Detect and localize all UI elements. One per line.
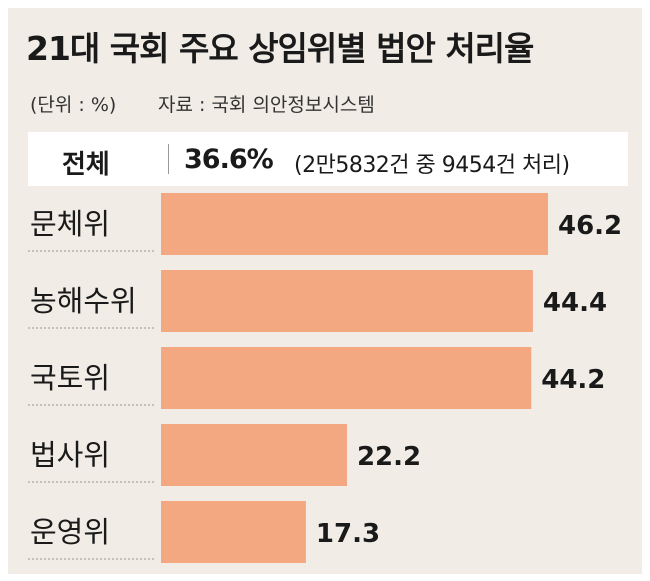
value-label: 44.2 [541,365,605,395]
total-rate-value: 36.6% [184,144,274,175]
bar-4 [161,424,347,486]
bar-3 [161,347,532,409]
total-count-note: (2만5832건 중 9454건 처리) [294,153,570,178]
value-label: 22.2 [357,442,421,472]
bar-5 [161,501,306,563]
bar-1 [161,193,548,255]
category-label: 법사위 [30,438,110,472]
total-summary-box: 전체 36.6% (2만5832건 중 9454건 처리) [28,132,628,186]
value-label: 44.4 [543,288,607,318]
source-note: 자료 : 국회 의안정보시스템 [158,94,375,116]
value-label: 46.2 [558,211,622,241]
total-label: 전체 [62,150,110,180]
category-label: 농해수위 [30,284,137,318]
category-label: 문체위 [30,207,110,241]
total-divider [168,144,169,174]
category-label: 국토위 [30,361,110,395]
unit-note: (단위 : %) [30,94,117,116]
chart-title: 21대 국회 주요 상임위별 법안 처리율 [26,29,534,68]
bar-2 [161,270,533,332]
value-label: 17.3 [316,519,380,549]
category-label: 운영위 [30,515,110,549]
